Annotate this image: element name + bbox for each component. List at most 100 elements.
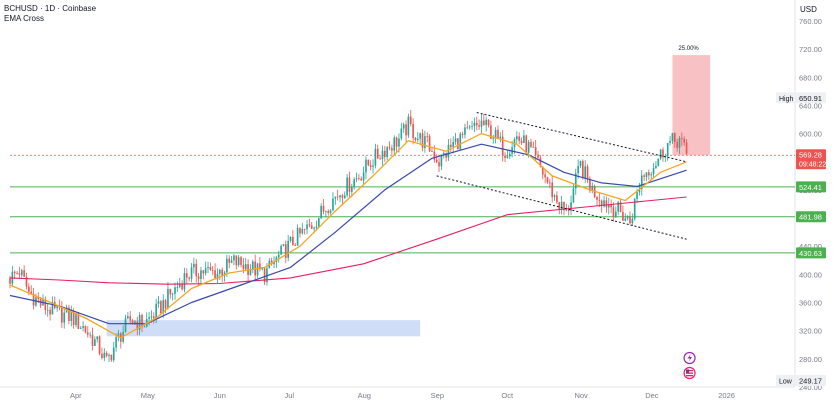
candle-body bbox=[343, 195, 346, 198]
candle bbox=[322, 199, 325, 215]
indicator-label[interactable]: EMA Cross bbox=[4, 14, 45, 23]
candle-body bbox=[466, 127, 469, 129]
x-tick-label: Jun bbox=[214, 391, 226, 400]
level-value: 430.63 bbox=[799, 249, 822, 258]
candle bbox=[659, 148, 662, 161]
candle bbox=[537, 150, 539, 159]
candle-body bbox=[678, 137, 681, 148]
x-tick-label: Sep bbox=[431, 391, 444, 400]
candle-body bbox=[306, 224, 308, 230]
candle-body bbox=[492, 137, 495, 139]
candle bbox=[228, 255, 231, 269]
candle-body bbox=[98, 336, 101, 354]
candle-body bbox=[284, 244, 287, 258]
candle-body bbox=[596, 197, 598, 200]
candle-body bbox=[167, 288, 169, 309]
candle bbox=[518, 132, 521, 145]
candle bbox=[86, 326, 89, 338]
candle bbox=[240, 255, 242, 268]
candle bbox=[421, 129, 424, 152]
candle-body bbox=[532, 146, 535, 148]
candle-body bbox=[339, 195, 341, 198]
candle bbox=[141, 313, 143, 332]
candle-body bbox=[18, 273, 21, 276]
candle bbox=[360, 176, 363, 181]
candle-body bbox=[86, 332, 89, 335]
candle-body bbox=[659, 149, 662, 159]
candle-body bbox=[336, 196, 339, 198]
candle bbox=[664, 153, 667, 163]
candle-body bbox=[23, 270, 25, 277]
candle-body bbox=[676, 142, 678, 148]
candle-body bbox=[468, 126, 471, 128]
candle bbox=[582, 159, 584, 180]
candle-body bbox=[82, 326, 84, 328]
candle bbox=[301, 222, 304, 235]
flag-stripe bbox=[686, 372, 694, 374]
candle-body bbox=[178, 283, 181, 288]
candle bbox=[320, 203, 322, 220]
candle bbox=[480, 113, 483, 134]
candle-body bbox=[176, 287, 179, 288]
candle-body bbox=[591, 185, 594, 191]
candle-body bbox=[534, 147, 537, 155]
candle bbox=[105, 351, 108, 358]
candle bbox=[183, 267, 186, 293]
candle-body bbox=[626, 215, 629, 219]
candle bbox=[459, 132, 462, 150]
candle bbox=[426, 132, 429, 143]
candle bbox=[631, 213, 634, 227]
candle bbox=[348, 171, 351, 198]
candle-body bbox=[600, 200, 603, 207]
candle bbox=[574, 168, 577, 195]
candle bbox=[386, 146, 389, 161]
candle-body bbox=[586, 166, 589, 179]
candle bbox=[296, 224, 299, 246]
candle bbox=[103, 348, 106, 362]
candle-body bbox=[574, 173, 577, 189]
candle bbox=[334, 196, 337, 205]
candle bbox=[211, 266, 214, 276]
candle-body bbox=[171, 293, 174, 295]
candle-body bbox=[202, 270, 205, 274]
candle-body bbox=[395, 137, 398, 147]
candle-body bbox=[63, 312, 66, 323]
candle-body bbox=[211, 269, 214, 271]
candle bbox=[374, 143, 377, 169]
candle-body bbox=[134, 321, 136, 324]
candle-body bbox=[51, 301, 54, 315]
candle-body bbox=[629, 215, 631, 224]
candle-body bbox=[360, 178, 363, 181]
candle bbox=[197, 272, 200, 285]
candle-body bbox=[110, 354, 113, 361]
candle bbox=[405, 120, 407, 143]
candle bbox=[485, 116, 488, 132]
candle-body bbox=[70, 311, 73, 322]
candle-body bbox=[421, 133, 424, 148]
candle-body bbox=[652, 168, 655, 175]
candle bbox=[108, 353, 110, 362]
candle bbox=[157, 295, 160, 308]
candle-body bbox=[310, 225, 313, 229]
candle bbox=[376, 144, 379, 159]
candle-body bbox=[296, 228, 299, 246]
candle-body bbox=[348, 177, 351, 192]
candle-body bbox=[633, 198, 636, 219]
candle bbox=[56, 305, 58, 312]
candle-body bbox=[317, 218, 320, 227]
candle bbox=[70, 305, 73, 327]
candle-body bbox=[563, 201, 565, 211]
candle-body bbox=[393, 137, 396, 151]
symbol-title[interactable]: BCHUSD · 1D · Coinbase bbox=[4, 4, 97, 13]
y-tick-label: 760.00 bbox=[799, 17, 822, 26]
candle-body bbox=[638, 189, 641, 193]
candle bbox=[596, 195, 598, 207]
candle bbox=[419, 132, 422, 146]
y-tick-label: 720.00 bbox=[799, 45, 822, 54]
candle-body bbox=[610, 204, 612, 208]
candle bbox=[666, 142, 669, 161]
candle bbox=[499, 132, 502, 143]
candle-body bbox=[251, 261, 254, 271]
